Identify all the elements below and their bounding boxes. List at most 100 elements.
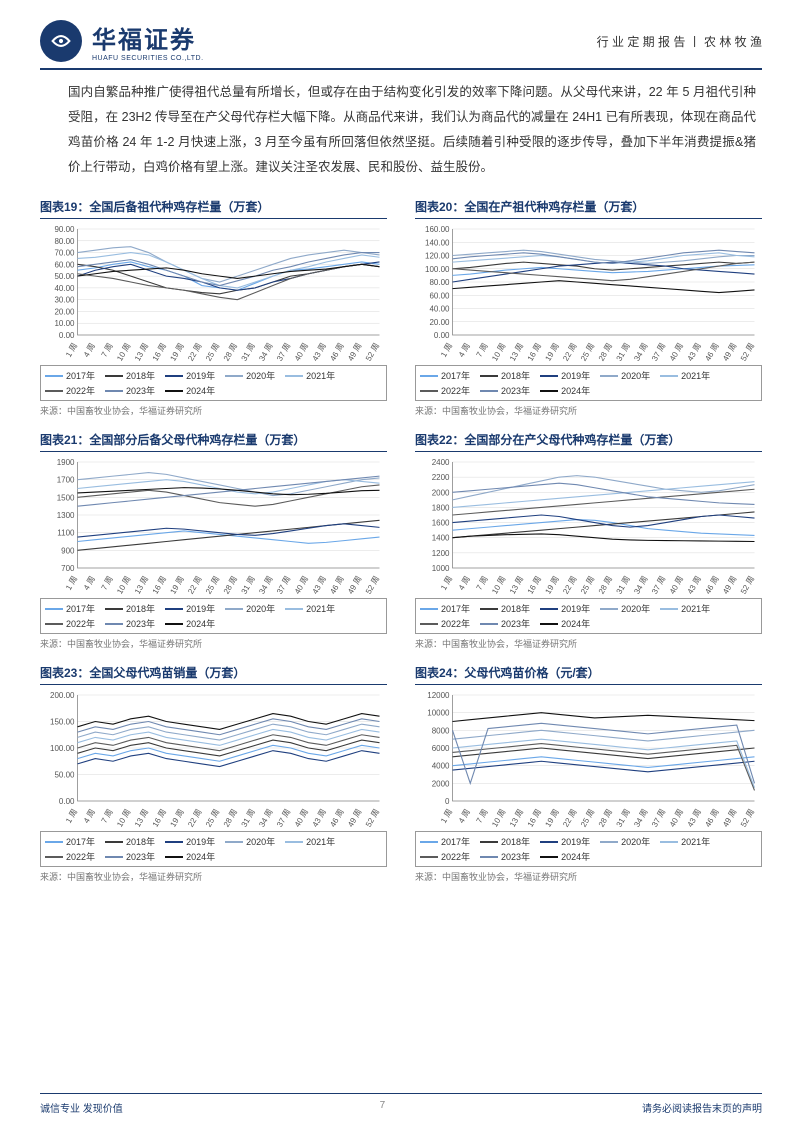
chart-block-23: 图表23：全国父母代鸡苗销量（万套）0.0050.00100.00150.002… (40, 664, 387, 883)
legend-swatch (165, 856, 183, 858)
legend-label: 2019年 (186, 369, 215, 382)
svg-text:40.00: 40.00 (429, 305, 450, 314)
svg-text:46 周: 46 周 (703, 808, 720, 829)
svg-text:1700: 1700 (57, 476, 75, 485)
legend-label: 2022年 (441, 850, 470, 863)
legend-item: 2021年 (285, 369, 335, 382)
legend-item: 2024年 (540, 384, 590, 397)
line-chart: 0.0050.00100.00150.00200.001 周4 周7 周10 周… (40, 689, 387, 829)
svg-text:46 周: 46 周 (328, 342, 345, 363)
svg-text:49 周: 49 周 (346, 342, 363, 363)
legend-item: 2018年 (480, 835, 530, 848)
svg-text:16 周: 16 周 (151, 342, 168, 363)
legend-item: 2017年 (45, 369, 95, 382)
page-header: 华福证券 HUAFU SECURITIES CO.,LTD. 行 业 定 期 报… (40, 0, 762, 70)
svg-text:10 周: 10 周 (490, 808, 507, 829)
svg-text:34 周: 34 周 (632, 808, 649, 829)
svg-text:19 周: 19 周 (168, 808, 185, 829)
svg-text:25 周: 25 周 (204, 342, 221, 363)
series-line (453, 520, 755, 536)
svg-text:43 周: 43 周 (686, 575, 703, 596)
legend-swatch (225, 841, 243, 843)
svg-text:37 周: 37 周 (275, 342, 292, 363)
svg-text:49 周: 49 周 (721, 575, 738, 596)
legend-item: 2019年 (540, 835, 590, 848)
legend-item: 2017年 (420, 835, 470, 848)
svg-text:28 周: 28 周 (222, 342, 239, 363)
svg-text:1200: 1200 (432, 549, 450, 558)
legend-label: 2019年 (561, 602, 590, 615)
svg-text:16 周: 16 周 (151, 808, 168, 829)
legend-label: 2020年 (246, 835, 275, 848)
svg-text:25 周: 25 周 (579, 808, 596, 829)
line-chart: 0.0010.0020.0030.0040.0050.0060.0070.008… (40, 223, 387, 363)
legend-label: 2021年 (681, 369, 710, 382)
svg-text:0: 0 (445, 797, 450, 806)
legend-label: 2018年 (501, 602, 530, 615)
legend-item: 2024年 (540, 850, 590, 863)
legend-swatch (420, 856, 438, 858)
svg-text:7 周: 7 周 (475, 342, 490, 359)
legend-swatch (285, 841, 303, 843)
svg-text:13 周: 13 周 (508, 342, 525, 363)
legend-item: 2021年 (285, 835, 335, 848)
svg-text:700: 700 (61, 564, 75, 573)
legend-label: 2021年 (306, 602, 335, 615)
legend-swatch (420, 390, 438, 392)
svg-text:40 周: 40 周 (668, 808, 685, 829)
legend-label: 2024年 (186, 617, 215, 630)
svg-text:25 周: 25 周 (579, 575, 596, 596)
svg-text:43 周: 43 周 (311, 808, 328, 829)
legend-item: 2017年 (420, 369, 470, 382)
chart-title: 图表21：全国部分后备父母代种鸡存栏量（万套） (40, 431, 387, 452)
legend-swatch (45, 856, 63, 858)
svg-text:28 周: 28 周 (597, 342, 614, 363)
svg-text:16 周: 16 周 (526, 342, 543, 363)
legend-item: 2023年 (105, 617, 155, 630)
svg-text:22 周: 22 周 (186, 808, 203, 829)
legend-swatch (105, 856, 123, 858)
svg-text:37 周: 37 周 (650, 342, 667, 363)
legend-swatch (540, 841, 558, 843)
legend-swatch (285, 608, 303, 610)
svg-text:40 周: 40 周 (293, 575, 310, 596)
chart-source: 来源：中国畜牧业协会，华福证券研究所 (40, 404, 387, 417)
legend-label: 2020年 (621, 835, 650, 848)
legend-label: 2022年 (66, 850, 95, 863)
series-line (453, 250, 755, 263)
series-line (453, 281, 755, 293)
legend-swatch (105, 841, 123, 843)
svg-text:22 周: 22 周 (561, 342, 578, 363)
legend-label: 2023年 (126, 384, 155, 397)
line-chart: 0.0020.0040.0060.0080.00100.00120.00140.… (415, 223, 762, 363)
legend-item: 2019年 (165, 835, 215, 848)
svg-text:25 周: 25 周 (204, 575, 221, 596)
legend-item: 2020年 (600, 835, 650, 848)
legend-item: 2023年 (105, 384, 155, 397)
legend-label: 2017年 (441, 369, 470, 382)
chart-source: 来源：中国畜牧业协会，华福证券研究所 (415, 870, 762, 883)
legend-swatch (45, 623, 63, 625)
legend-item: 2024年 (165, 617, 215, 630)
legend-label: 2023年 (126, 850, 155, 863)
footer-right: 请务必阅读报告末页的声明 (642, 1100, 762, 1115)
svg-text:1100: 1100 (57, 529, 75, 538)
legend-item: 2019年 (540, 602, 590, 615)
legend-swatch (480, 841, 498, 843)
svg-text:150.00: 150.00 (50, 718, 75, 727)
legend-swatch (420, 375, 438, 377)
legend-label: 2020年 (246, 602, 275, 615)
chart-block-19: 图表19：全国后备祖代种鸡存栏量（万套）0.0010.0020.0030.004… (40, 198, 387, 417)
svg-text:60.00: 60.00 (429, 291, 450, 300)
svg-text:52 周: 52 周 (739, 575, 756, 596)
page-number: 7 (380, 1100, 386, 1115)
legend-item: 2020年 (225, 369, 275, 382)
svg-text:1 周: 1 周 (64, 808, 79, 825)
legend-item: 2020年 (225, 835, 275, 848)
legend-label: 2019年 (561, 835, 590, 848)
svg-text:1 周: 1 周 (439, 808, 454, 825)
svg-text:8000: 8000 (432, 726, 450, 735)
svg-text:31 周: 31 周 (615, 342, 632, 363)
series-line (453, 265, 755, 276)
legend-label: 2021年 (681, 602, 710, 615)
